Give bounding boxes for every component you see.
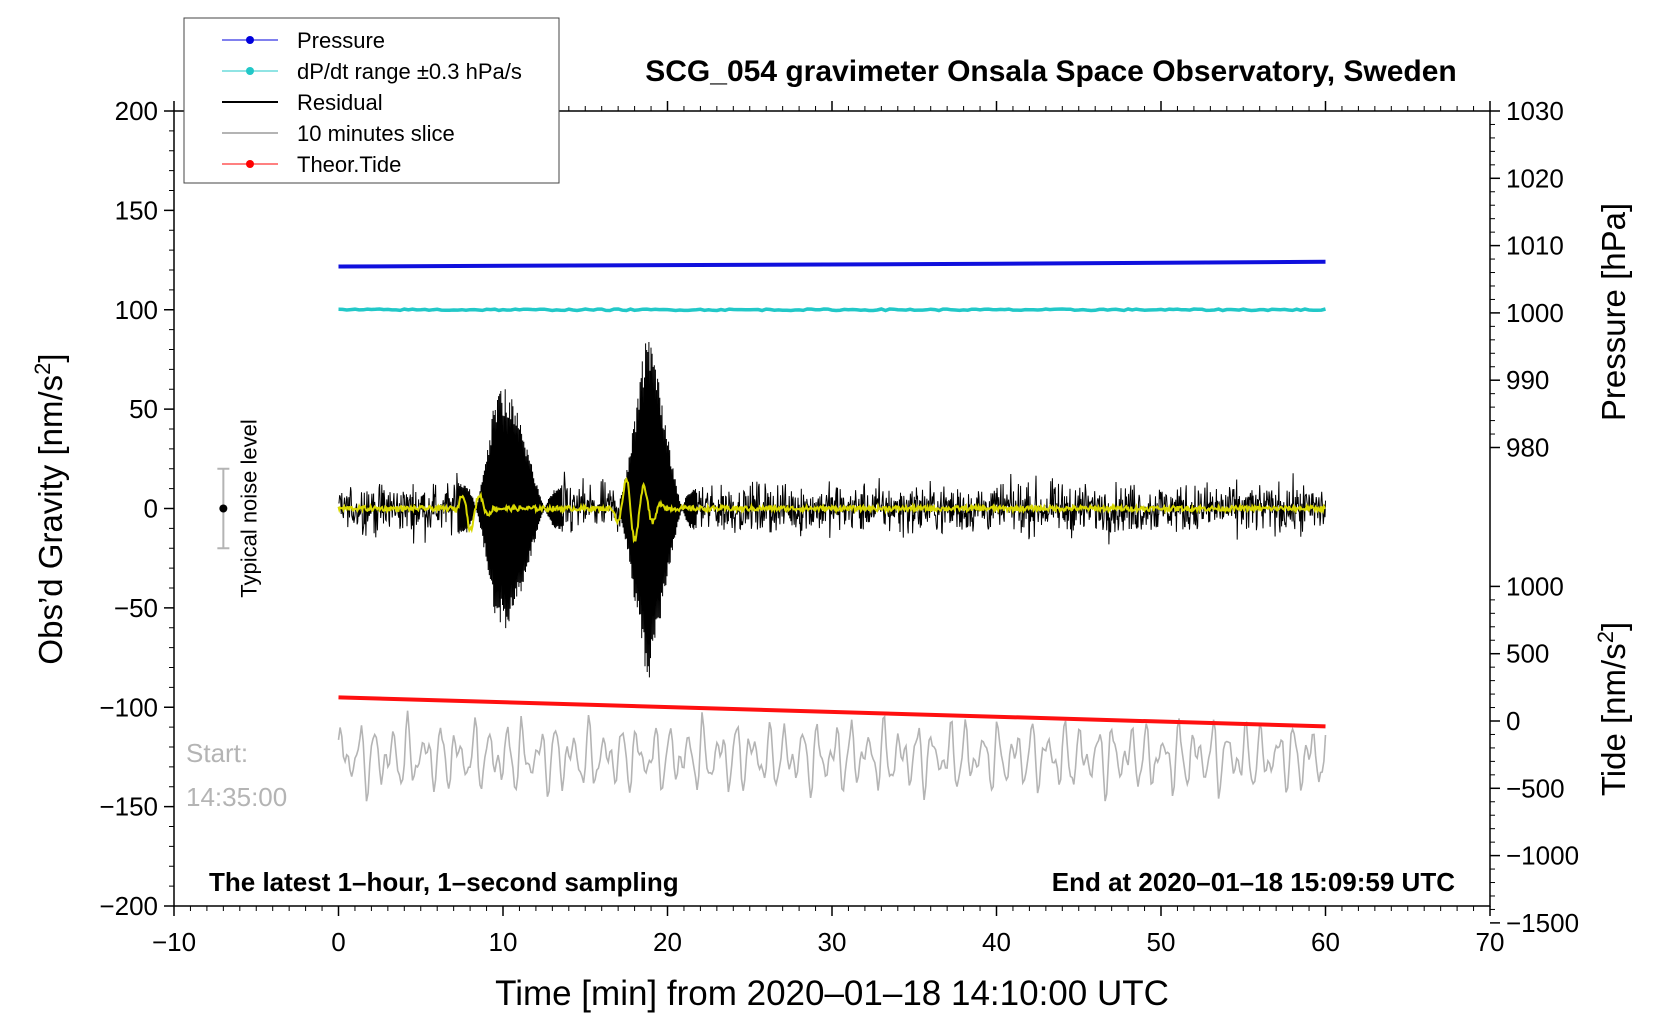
gravity-tick-label: 200 (115, 96, 158, 126)
x-tick-label: 10 (489, 927, 518, 957)
tide-tick-label: 0 (1506, 706, 1520, 736)
legend-label: Residual (297, 90, 383, 115)
x-tick-label: 70 (1476, 927, 1505, 957)
noise-dot (219, 504, 228, 513)
tide-tick-label: −1500 (1506, 908, 1579, 938)
start-time: 14:35:00 (186, 782, 287, 812)
pressure-tick-label: 1010 (1506, 231, 1564, 261)
x-tick-label: 30 (818, 927, 847, 957)
series-layer (337, 259, 1327, 802)
bottom-right-note: End at 2020–01–18 15:09:59 UTC (1052, 867, 1455, 897)
noise-label: Typical noise level (236, 419, 261, 598)
pressure-tick-label: 1000 (1506, 298, 1564, 328)
x-tick-label: 40 (982, 927, 1011, 957)
gravity-tick-label: −100 (99, 692, 158, 722)
gravity-tick-label: −50 (114, 593, 158, 623)
gravity-tick-label: 100 (115, 295, 158, 325)
tide-tick-label: −500 (1506, 773, 1565, 803)
noise-level-marker: Typical noise level (217, 419, 261, 598)
legend-label: 10 minutes slice (297, 121, 455, 146)
legend-label: Theor.Tide (297, 152, 401, 177)
x-tick-label: 0 (331, 927, 345, 957)
pressure-tick-label: 980 (1506, 433, 1549, 463)
tide-tick-label: 1000 (1506, 571, 1564, 601)
tide-tick-label: 500 (1506, 639, 1549, 669)
y-axis-label-tide-text: Tide [nm/s (1595, 643, 1632, 796)
x-tick-label: 50 (1147, 927, 1176, 957)
tide-tick-label: −1000 (1506, 841, 1579, 871)
y-axis-label-gravity-text: Obs’d Gravity [nm/s (32, 375, 69, 665)
gravity-tick-label: 50 (129, 394, 158, 424)
legend-marker (246, 67, 254, 75)
legend-label: dP/dt range ±0.3 hPa/s (297, 59, 522, 84)
series-smoothed-line (337, 476, 1326, 544)
y-axis-label-gravity-end: ] (32, 353, 69, 362)
pressure-tick-label: 1030 (1506, 96, 1564, 126)
gravity-tick-label: −200 (99, 891, 158, 921)
gravity-tick-label: 150 (115, 195, 158, 225)
y-axis-label-tide: Tide [nm/s2] (1593, 622, 1632, 796)
legend: Pressure dP/dt range ±0.3 hPa/s Residual 10… (183, 17, 560, 184)
bottom-left-note: The latest 1–hour, 1–second sampling (209, 867, 679, 897)
x-tick-label: 20 (653, 927, 682, 957)
series-slice-line (337, 710, 1327, 802)
start-label: Start: (186, 738, 248, 768)
y-axis-label-gravity-sup: 2 (30, 363, 55, 375)
legend-marker (246, 160, 254, 168)
y-axis-label-pressure: Pressure [hPa] (1595, 203, 1632, 421)
pressure-tick-label: 1020 (1506, 163, 1564, 193)
series-residual-line (338, 341, 1326, 678)
y-axis-label-tide-end: ] (1595, 622, 1632, 631)
chart-title: SCG_054 gravimeter Onsala Space Observat… (645, 55, 1457, 88)
series-pressure-line (338, 259, 1326, 269)
pressure-tick-label: 990 (1506, 365, 1549, 395)
gravity-tick-label: −150 (99, 792, 158, 822)
legend-label: Pressure (297, 28, 385, 53)
gravity-tick-label: 0 (144, 494, 158, 524)
y-axis-label-tide-sup: 2 (1593, 631, 1618, 643)
tick-labels: −10 0 10 20 30 40 50 60 70−200−150−100−500501001… (99, 96, 1579, 957)
legend-marker (246, 36, 254, 44)
legend-box (183, 17, 560, 184)
series-tide-line (338, 695, 1326, 729)
series-dpdt-line (338, 307, 1326, 313)
y-axis-label-gravity: Obs’d Gravity [nm/s2] (30, 353, 69, 664)
x-tick-label: −10 (152, 927, 196, 957)
x-axis-label: Time [min] from 2020–01–18 14:10:00 UTC (495, 974, 1169, 1013)
x-tick-label: 60 (1311, 927, 1340, 957)
